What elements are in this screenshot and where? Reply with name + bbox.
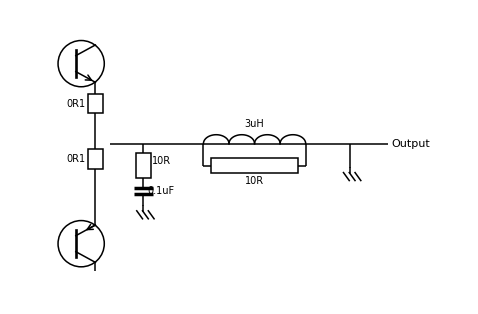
- Text: 3uH: 3uH: [245, 119, 264, 129]
- Text: 0.1uF: 0.1uF: [148, 186, 175, 196]
- Text: 10R: 10R: [152, 156, 172, 166]
- Bar: [88, 94, 102, 113]
- Text: Output: Output: [391, 139, 430, 149]
- Text: 0R1: 0R1: [66, 154, 86, 164]
- Bar: [211, 158, 298, 173]
- Text: 10R: 10R: [245, 176, 264, 186]
- Bar: [88, 149, 102, 169]
- Text: 0R1: 0R1: [66, 99, 86, 109]
- Bar: [136, 154, 151, 178]
